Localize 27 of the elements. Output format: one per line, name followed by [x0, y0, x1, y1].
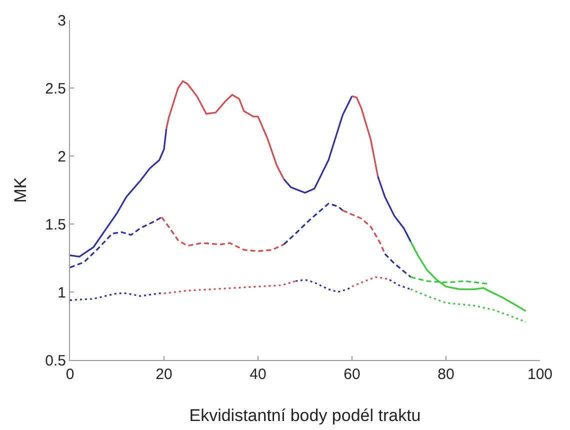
y-tick-label: 1.5 — [45, 216, 66, 234]
line-series — [410, 240, 527, 312]
line-series — [70, 128, 168, 258]
y-axis-title: MK — [11, 176, 30, 203]
line-series — [377, 176, 412, 242]
line-series — [166, 80, 285, 180]
line-series — [342, 210, 386, 255]
x-tick-label: 80 — [438, 366, 454, 383]
x-tick-label: 40 — [250, 366, 266, 383]
y-tick-label: 3 — [58, 12, 66, 30]
x-tick-label: 60 — [344, 366, 360, 383]
line-series — [351, 95, 379, 178]
x-tick-label: 20 — [156, 366, 172, 383]
y-tick-label: 1 — [58, 284, 66, 302]
line-series — [163, 280, 296, 294]
line-series — [294, 278, 353, 293]
line-series — [283, 202, 344, 246]
x-axis-title: Ekvidistantní body podél traktu — [189, 406, 421, 425]
y-tick-label: 2 — [58, 148, 66, 166]
line-series — [160, 216, 285, 252]
line-series — [283, 95, 353, 194]
x-tick-label: 100 — [527, 366, 553, 383]
line-series — [70, 216, 162, 268]
line-series — [410, 288, 527, 323]
x-tick-label: 0 — [66, 366, 74, 383]
y-tick-label: 2.5 — [45, 80, 66, 98]
y-tick-label: 0.5 — [45, 352, 66, 370]
